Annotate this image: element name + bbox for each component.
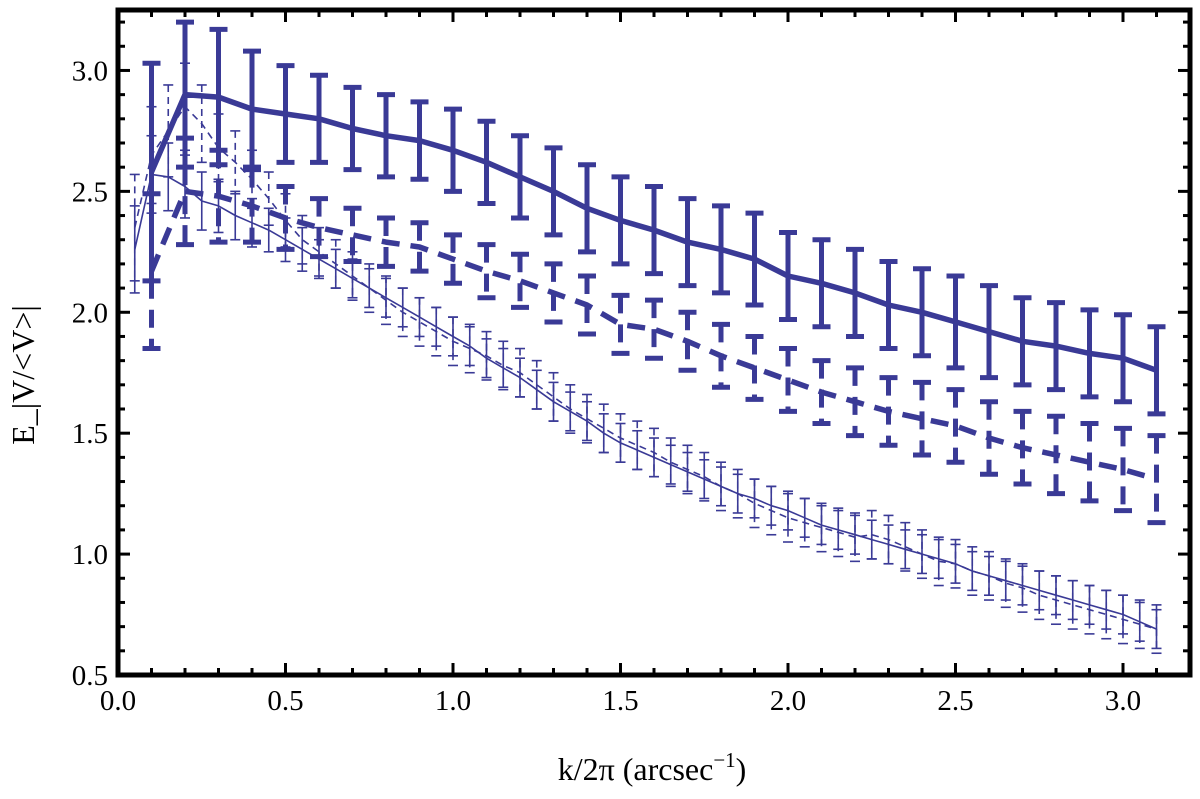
- x-axis-title-suffix: ): [736, 751, 747, 787]
- dashed-thin-series-line: [134, 105, 1157, 630]
- x-tick-label: 2.5: [937, 685, 973, 717]
- x-axis-title-superscript: −1: [713, 748, 735, 772]
- solid-thin-series: [129, 134, 1162, 650]
- dashed-thick-series: [142, 135, 1166, 526]
- x-tick-label: 3.0: [1105, 685, 1141, 717]
- series-layer: [129, 19, 1166, 655]
- x-axis-title-main: k/2π (arcsec: [558, 751, 714, 787]
- x-tick-label: 1.5: [602, 685, 638, 717]
- y-axis-title: E_|V/<V>|: [5, 305, 41, 445]
- tick-labels-layer: 0.0 0.5 1.0 1.5 2.0 2.5 3.00.51.01.52.02.53.0: [72, 55, 1141, 717]
- y-tick-label: 1.0: [72, 539, 108, 571]
- x-tick-label: 1.0: [435, 685, 471, 717]
- y-tick-label: 1.5: [72, 418, 108, 450]
- x-tick-label: 2.0: [770, 685, 806, 717]
- solid-thick-series: [142, 19, 1166, 417]
- x-axis-title: k/2π (arcsec−1): [558, 748, 747, 787]
- y-tick-label: 0.5: [72, 660, 108, 692]
- y-tick-label: 2.5: [72, 176, 108, 208]
- plot-frame: [115, 7, 1193, 678]
- y-tick-label: 2.0: [72, 297, 108, 329]
- dashed-thin-series: [129, 62, 1162, 655]
- x-tick-label: 0.0: [100, 685, 136, 717]
- y-tick-label: 3.0: [72, 55, 108, 87]
- x-tick-label: 0.5: [267, 685, 303, 717]
